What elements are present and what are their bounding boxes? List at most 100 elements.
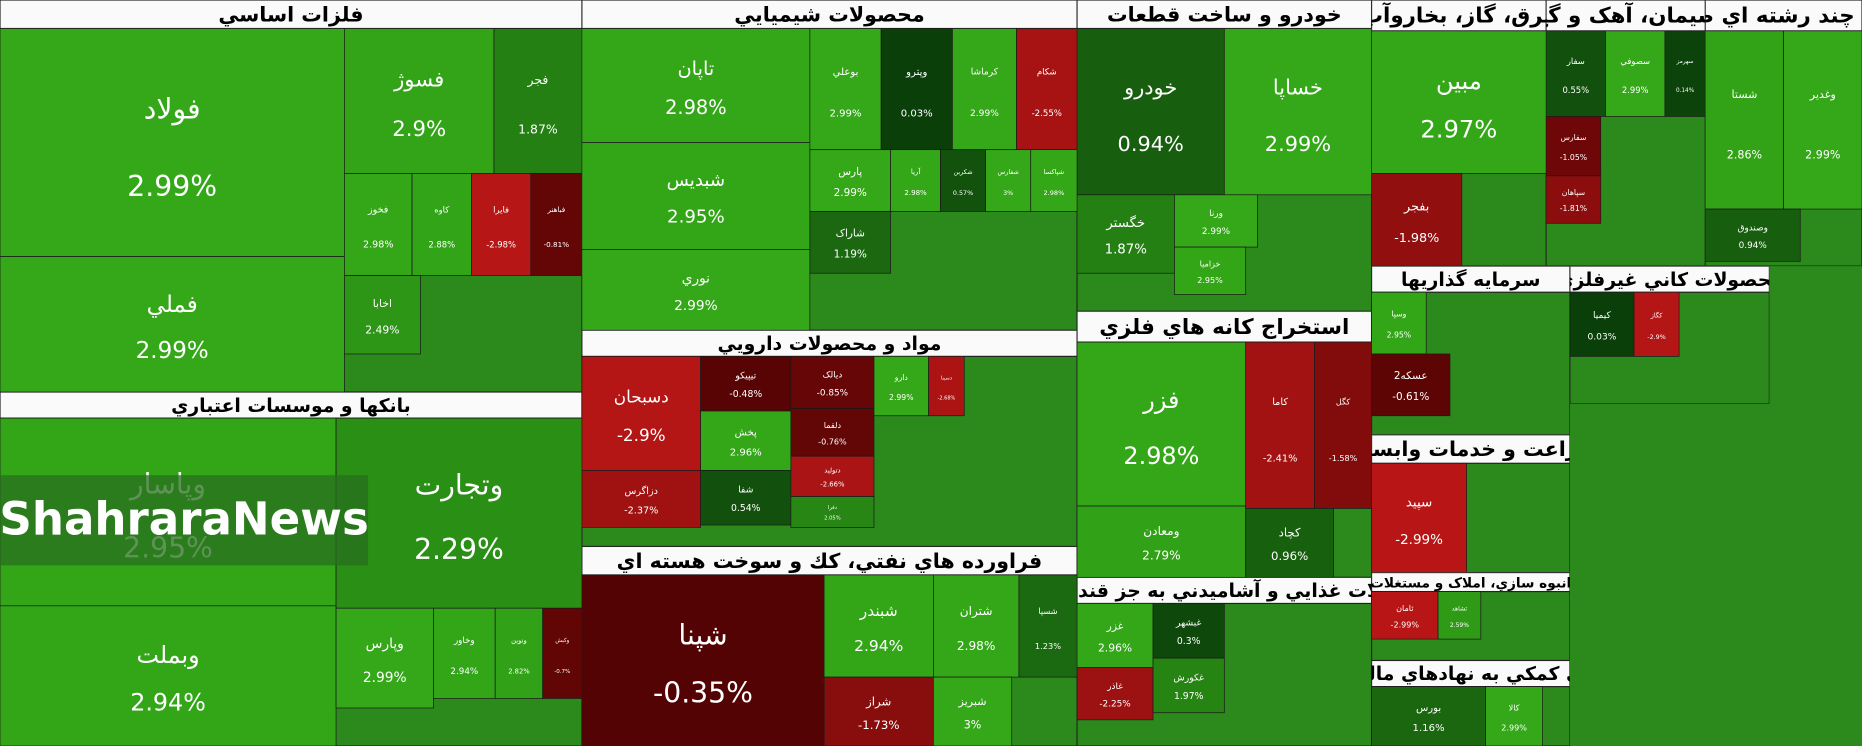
tile	[1371, 173, 1463, 267]
tile-label: فجر	[527, 72, 549, 88]
tile-value: 2.95%	[1387, 330, 1412, 339]
tile-value: 2.86%	[1727, 149, 1762, 162]
tile-value: 1.16%	[1413, 723, 1445, 734]
tile	[1174, 194, 1258, 248]
sector-title: محصولات شيميايي	[734, 2, 924, 26]
tile-value: 2.99%	[829, 108, 861, 119]
tile-value: 0.94%	[1739, 241, 1767, 251]
tile-label: وسپا	[1391, 309, 1406, 318]
sector: سيمان، آهک و گچ سفار 0.55% سصوفي 2.99% سهرمز 0…	[1546, 0, 1706, 267]
tile-value: -0.35%	[653, 677, 753, 710]
tile	[1371, 353, 1451, 417]
tile-value: 2.95%	[667, 206, 725, 227]
tile-label: شبديس	[667, 170, 725, 191]
tile-value: 2.97%	[1420, 116, 1497, 144]
tile	[933, 574, 1020, 678]
tile-label: فباهنر	[546, 205, 565, 214]
tile-label: کيميا	[1593, 311, 1611, 321]
tile	[1546, 30, 1606, 117]
tile-label: دسينا	[941, 375, 952, 381]
tile	[700, 470, 792, 526]
tile-label: کاوه	[434, 205, 449, 215]
tile	[1314, 341, 1372, 509]
tile-label: ومعادن	[1143, 524, 1179, 539]
sector-title: استخراج كانه هاي فلزي	[1099, 315, 1349, 340]
tile	[581, 356, 701, 471]
tile-label: غبشهر	[1175, 618, 1201, 629]
tile	[581, 142, 811, 250]
tile-label: وکبش	[555, 637, 569, 644]
tile	[809, 149, 891, 212]
tile-label: بفجر	[1403, 199, 1429, 214]
tile-value: 2.88%	[428, 239, 455, 249]
tile-label: تاپان	[677, 57, 714, 80]
tile-value: 2.99%	[970, 109, 999, 119]
tile-value: 1.19%	[834, 249, 867, 261]
sector: فعاليتهاي کمکي به نهادهاي مالي واسط بورس 1…	[1371, 660, 1570, 746]
sector: فراورده هاي نفتي، كك و سوخت هسته اي شپنا -…	[581, 546, 1078, 746]
watermark-box	[0, 475, 369, 566]
tile-value: 2.49%	[365, 323, 399, 336]
tile-label: شکربن	[954, 168, 973, 176]
tile	[581, 574, 825, 746]
watermark: ShahraraNews	[0, 493, 369, 546]
tile	[581, 470, 701, 528]
tile-value: 0.57%	[953, 189, 973, 197]
tile-label: وبملت	[136, 641, 199, 669]
tile-label: خزاميا	[1200, 260, 1221, 269]
tile-label: نوري	[682, 271, 710, 287]
tile	[1371, 686, 1486, 746]
tile-label: دسبحان	[614, 386, 669, 406]
tile-value: 0.94%	[1118, 132, 1184, 156]
tile	[1664, 30, 1706, 117]
tile-label: تيپيکو	[734, 371, 756, 382]
tile	[0, 28, 345, 257]
tile-value: 1.97%	[1174, 691, 1204, 702]
tile-value: 2.99%	[1202, 227, 1230, 237]
tile	[1152, 657, 1225, 714]
tile	[433, 607, 496, 699]
tile-value: 2.05%	[824, 516, 841, 522]
tile	[344, 28, 495, 174]
tile-value: -2.55%	[1032, 109, 1062, 119]
sector-header	[581, 0, 1078, 30]
tile-label: ونوين	[511, 637, 527, 645]
sector-title: کتهاي چند رشته اي صنعتي	[1642, 4, 1862, 29]
tile	[1485, 686, 1543, 746]
tile-value: 2.94%	[130, 688, 206, 716]
sector: مواد و محصولات دارويي دسبحان -2.9% دزاگرس -2…	[581, 330, 1078, 547]
tile-value: 2.79%	[1142, 548, 1180, 562]
tile-value: 2.98%	[363, 239, 393, 250]
tile-value: 2.98%	[957, 639, 995, 653]
tile-label: پارس	[838, 166, 862, 178]
tile-value: 2.95%	[1197, 276, 1223, 285]
tile-label: فخوز	[367, 205, 388, 216]
tile-label: دزاگرس	[625, 485, 658, 497]
tile-value: 0.3%	[1177, 636, 1201, 647]
tile-label: شراز	[865, 694, 891, 709]
sector-header	[1371, 434, 1570, 464]
tile	[790, 408, 875, 457]
tile-label: کگل	[1336, 396, 1351, 406]
tile-value: 1.87%	[1105, 243, 1147, 258]
tile	[985, 149, 1032, 212]
tile-value: -0.7%	[554, 669, 570, 675]
tile-value: 0.55%	[1562, 85, 1589, 95]
tile	[823, 574, 934, 678]
tile	[1783, 30, 1862, 210]
tile-value: -2.99%	[1391, 620, 1420, 629]
tile-label: شپاکسا	[1044, 168, 1064, 176]
tile-label: سصوفي	[1620, 56, 1650, 66]
tile-label: وغدير	[1809, 88, 1836, 101]
tile-label: بورس	[1416, 703, 1441, 714]
tile-label: سپيد	[1406, 496, 1432, 511]
sector: محصولات غذايي و آشاميدني به جز قند و شکر…	[1077, 577, 1372, 746]
tile-value: 2.96%	[730, 448, 762, 459]
tile-label: شبندر	[859, 602, 898, 620]
tile	[1371, 591, 1439, 640]
tile-label: عسکه2	[1394, 370, 1428, 382]
tile-value: 2.99%	[889, 393, 914, 402]
tile	[344, 173, 413, 276]
sector-title: فلزات اساسي	[218, 2, 363, 26]
tile	[335, 417, 582, 609]
